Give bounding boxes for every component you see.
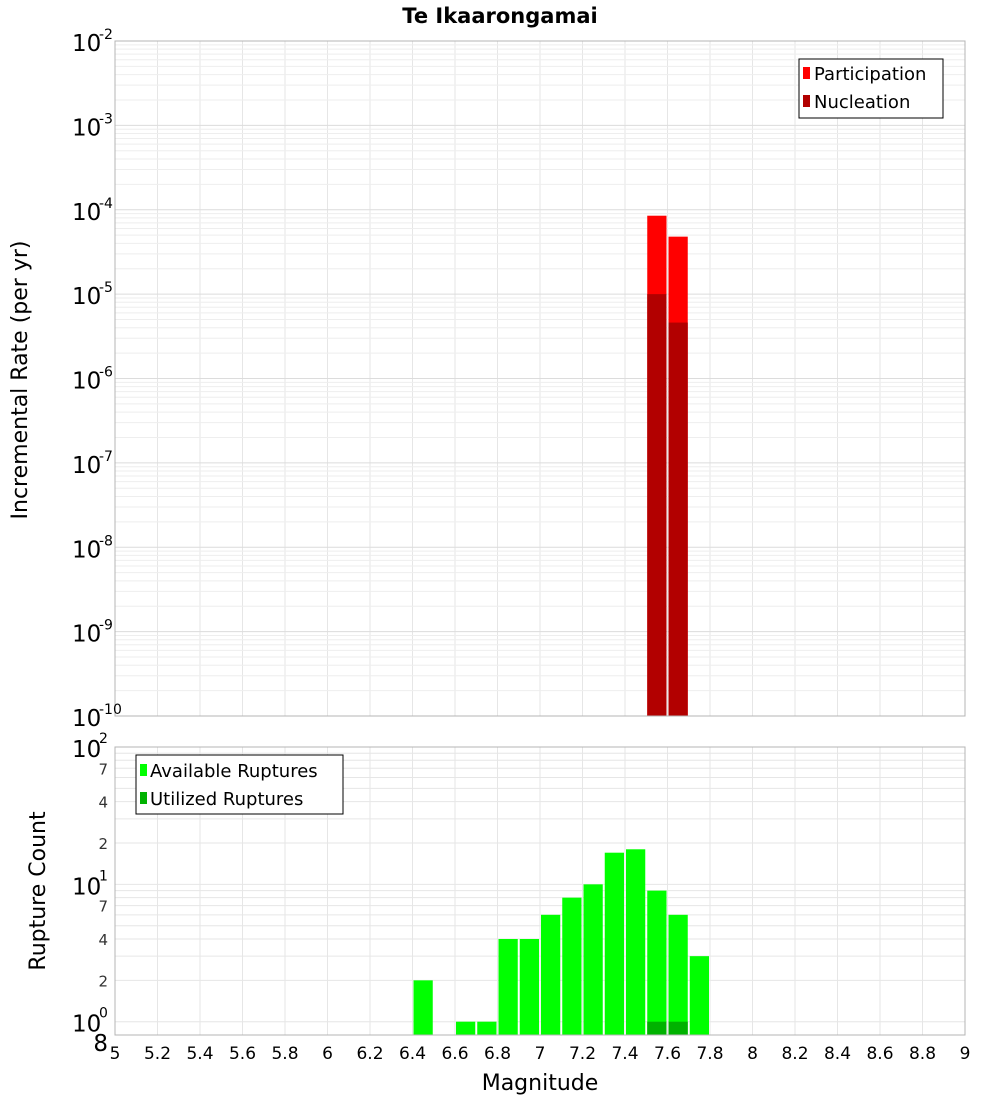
top-y-tick-exponent: -2	[99, 27, 113, 43]
bottom-plot-frame	[114, 746, 966, 1036]
x-tick-label: 7.8	[696, 1044, 723, 1064]
available-ruptures-bar	[498, 939, 518, 1035]
top-y-tick-base: 10	[72, 622, 101, 648]
x-tick-label: 6.8	[484, 1044, 511, 1064]
available-ruptures-bar	[689, 956, 709, 1035]
x-tick-label: 9	[960, 1044, 971, 1064]
bottom-y-tick-label: 4	[98, 931, 108, 949]
x-tick-label: 5.4	[186, 1044, 213, 1064]
utilized-swatch	[140, 792, 147, 804]
nucleation-bar	[647, 294, 667, 716]
nucleation-swatch	[803, 95, 810, 107]
bottom-x-ticks: 5 5.2 5.4 5.6 5.8 6 6.2 6.4 6.6 6.8 7 7.2 7.4 7.6 7.8 8…	[110, 1044, 971, 1064]
legend-available-ruptures: Available Ruptures	[150, 761, 318, 782]
top-y-tick-base: 10	[72, 453, 101, 479]
available-swatch	[140, 764, 147, 776]
available-ruptures-bar	[477, 1021, 497, 1035]
available-ruptures-bar	[413, 980, 433, 1035]
bottom-y-tick-label: 7	[98, 898, 108, 916]
x-tick-label: 6.2	[356, 1044, 383, 1064]
bottom-y-tick-base: 10	[72, 874, 101, 900]
available-ruptures-bar	[456, 1021, 476, 1035]
top-panel-bars	[647, 215, 688, 717]
bottom-y-tick-exponent: 0	[99, 1006, 108, 1022]
available-ruptures-bar	[541, 914, 561, 1035]
utilized-ruptures-bar	[647, 1021, 667, 1035]
available-ruptures-bar	[626, 849, 646, 1035]
bottom-y-tick-exponent: 2	[99, 731, 108, 747]
x-tick-label: 5.8	[271, 1044, 298, 1064]
top-y-tick-exponent: -5	[99, 280, 113, 296]
available-ruptures-bar	[647, 890, 667, 1035]
top-y-axis-title: Incremental Rate (per yr)	[8, 241, 33, 520]
top-y-tick-exponent: -4	[99, 196, 113, 212]
x-tick-label: 7.6	[654, 1044, 681, 1064]
legend-utilized-ruptures: Utilized Ruptures	[150, 789, 303, 810]
top-plot-frame	[114, 40, 966, 717]
top-y-tick-base: 10	[72, 31, 101, 57]
top-y-tick-base: 10	[72, 706, 101, 732]
x-tick-label: 8.2	[781, 1044, 808, 1064]
top-y-tick-exponent: -9	[99, 618, 113, 634]
legend-participation: Participation	[814, 64, 926, 85]
x-axis-title: Magnitude	[482, 1071, 599, 1096]
x-tick-label: 6	[322, 1044, 333, 1064]
available-ruptures-bar	[668, 914, 688, 1035]
bottom-y-tick-label: 4	[98, 794, 108, 812]
bottom-y-tick-label: 2	[98, 835, 108, 853]
bottom-y-tick-label: 8	[93, 1031, 108, 1057]
bottom-y-tick-label: 7	[98, 760, 108, 778]
top-y-tick-exponent: -3	[99, 111, 113, 127]
top-y-tick-exponent: -10	[99, 702, 122, 718]
bottom-y-tick-base: 10	[72, 737, 101, 763]
bottom-y-axis-title: Rupture Count	[26, 811, 51, 971]
x-tick-label: 7.4	[611, 1044, 638, 1064]
x-tick-label: 8.6	[866, 1044, 893, 1064]
x-tick-label: 6.6	[441, 1044, 468, 1064]
bottom-legend: Available Ruptures Utilized Ruptures	[135, 754, 344, 815]
x-tick-label: 8.8	[909, 1044, 936, 1064]
top-y-tick-base: 10	[72, 284, 101, 310]
available-ruptures-bar	[583, 884, 603, 1035]
top-y-tick-base: 10	[72, 200, 101, 226]
x-tick-label: 7	[535, 1044, 546, 1064]
x-tick-label: 5.6	[229, 1044, 256, 1064]
top-y-tick-base: 10	[72, 115, 101, 141]
top-y-tick-exponent: -6	[99, 365, 113, 381]
bottom-legend-box	[135, 754, 344, 815]
top-legend: Participation Nucleation	[798, 58, 944, 119]
available-ruptures-bar	[562, 897, 582, 1035]
nucleation-bar	[668, 322, 688, 716]
x-tick-label: 7.2	[569, 1044, 596, 1064]
bottom-y-tick-exponent: 1	[99, 868, 108, 884]
available-ruptures-bar	[519, 939, 539, 1035]
x-tick-label: 8	[747, 1044, 758, 1064]
top-y-tick-exponent: -8	[99, 533, 113, 549]
top-y-tick-base: 10	[72, 537, 101, 563]
available-ruptures-bar	[604, 852, 624, 1035]
utilized-ruptures-bar	[668, 1021, 688, 1035]
x-tick-label: 8.4	[824, 1044, 851, 1064]
x-tick-label: 6.4	[399, 1044, 426, 1064]
x-tick-label: 5	[110, 1044, 121, 1064]
participation-swatch	[803, 67, 810, 79]
legend-nucleation: Nucleation	[814, 92, 910, 113]
top-y-tick-exponent: -7	[99, 449, 113, 465]
bottom-y-tick-label: 2	[98, 972, 108, 990]
chart-title: Te Ikaarongamai	[402, 4, 597, 28]
bottom-panel-bars	[413, 849, 709, 1035]
x-tick-label: 5.2	[144, 1044, 171, 1064]
top-legend-box	[798, 58, 944, 119]
top-panel-grid	[114, 41, 966, 717]
top-y-tick-base: 10	[72, 369, 101, 395]
bottom-y-tick-base: 10	[72, 1012, 101, 1038]
